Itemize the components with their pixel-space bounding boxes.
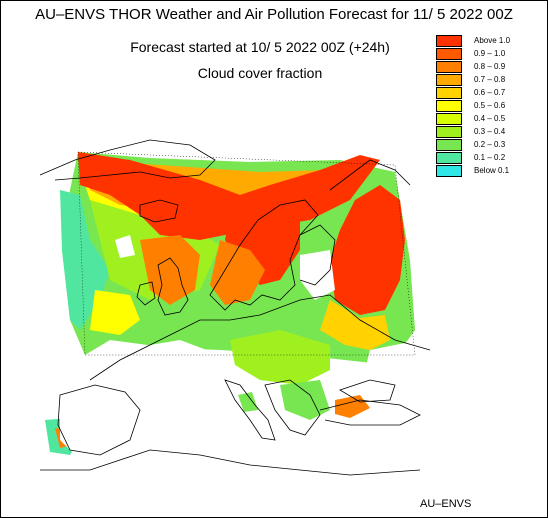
field-orange-uk xyxy=(140,235,200,305)
legend-item: 0.6 – 0.7 xyxy=(436,87,546,100)
field-red-north xyxy=(78,152,380,240)
coast-greenland xyxy=(39,139,216,181)
legend-item: 0.7 – 0.8 xyxy=(436,74,546,87)
coast-africa xyxy=(40,449,421,476)
legend-label: 0.3 – 0.4 xyxy=(474,127,506,136)
legend-swatch xyxy=(436,48,462,60)
coast-ireland xyxy=(136,281,156,306)
clear-baltic xyxy=(300,250,335,300)
field-green-central xyxy=(230,330,330,385)
legend-label: 0.2 – 0.3 xyxy=(474,140,506,149)
coast-europe-main xyxy=(89,294,431,381)
legend-label: 0.1 – 0.2 xyxy=(474,153,506,162)
coast-scandinavia xyxy=(209,199,319,311)
coast-russia-north xyxy=(329,159,411,191)
legend-item: 0.8 – 0.9 xyxy=(436,61,546,74)
clear-patch-uk xyxy=(115,235,135,258)
clear-iberia xyxy=(60,380,150,470)
coast-blacksea xyxy=(339,379,396,403)
legend-label: 0.6 – 0.7 xyxy=(474,88,506,97)
field-green-italy xyxy=(238,392,258,412)
coast-finland xyxy=(299,224,336,286)
legend-label: 0.5 – 0.6 xyxy=(474,101,506,110)
legend-swatch xyxy=(436,139,462,151)
legend-swatch xyxy=(436,74,462,86)
clear-mediterranean xyxy=(140,430,420,500)
clear-ukraine xyxy=(360,340,440,420)
coast-turkey xyxy=(319,399,421,426)
legend-swatch xyxy=(436,126,462,138)
legend-item: 0.1 – 0.2 xyxy=(436,152,546,165)
legend-swatch xyxy=(436,87,462,99)
legend-label: 0.4 – 0.5 xyxy=(474,114,506,123)
legend-item: 0.5 – 0.6 xyxy=(436,100,546,113)
forecast-title: AU–ENVS THOR Weather and Air Pollution F… xyxy=(35,6,513,23)
legend-item: 0.3 – 0.4 xyxy=(436,126,546,139)
field-green-balkans xyxy=(280,380,330,420)
coast-uk xyxy=(157,257,189,316)
credit-label: AU–ENVS xyxy=(420,498,472,510)
legend-label: Below 0.1 xyxy=(474,166,510,175)
field-orange-turkey xyxy=(335,395,370,418)
field-orange-scandinavia xyxy=(210,240,265,305)
legend-item: 0.2 – 0.3 xyxy=(436,139,546,152)
legend-swatch xyxy=(436,165,462,177)
legend-swatch xyxy=(436,113,462,125)
legend-item: 0.9 – 1.0 xyxy=(436,48,546,61)
legend-label: 0.8 – 0.9 xyxy=(474,62,506,71)
field-red-russia xyxy=(330,185,405,315)
coast-balkans xyxy=(264,379,321,436)
legend-label: 0.9 – 1.0 xyxy=(474,49,506,58)
legend-item: Below 0.1 xyxy=(436,165,546,178)
legend-label: Above 1.0 xyxy=(474,36,511,45)
legend-item: 0.4 – 0.5 xyxy=(436,113,546,126)
coast-iberia xyxy=(57,384,141,456)
field-yellow-russia xyxy=(320,300,390,350)
legend-label: 0.7 – 0.8 xyxy=(474,75,506,84)
model-domain-outline xyxy=(77,151,416,356)
coastlines xyxy=(39,139,431,476)
forecast-subtitle: Forecast started at 10/ 5 2022 00Z (+24h… xyxy=(130,39,390,55)
variable-name: Cloud cover fraction xyxy=(197,65,323,81)
clear-areas xyxy=(60,235,440,500)
legend-swatch xyxy=(436,100,462,112)
coast-iceland xyxy=(139,199,179,223)
field-yellow-atlantic xyxy=(90,290,140,335)
cloud-field xyxy=(45,152,415,455)
legend-swatch xyxy=(436,152,462,164)
legend-item: Above 1.0 xyxy=(436,35,546,48)
legend-swatch xyxy=(436,61,462,73)
legend-swatch xyxy=(436,35,462,47)
coast-italy xyxy=(224,379,276,441)
